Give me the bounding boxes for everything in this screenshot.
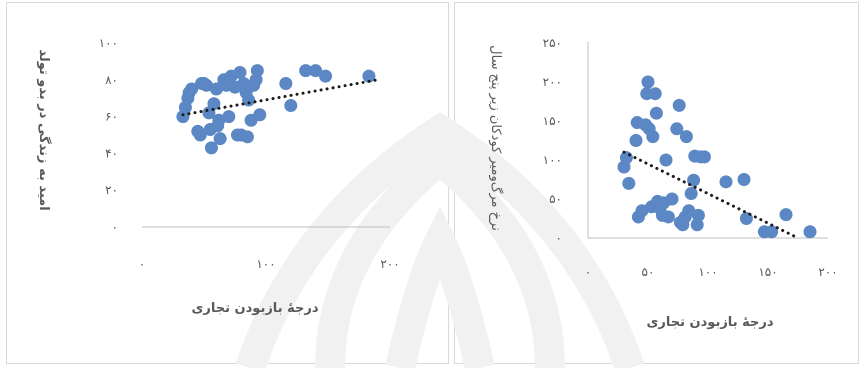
data-point — [253, 108, 267, 122]
data-point — [250, 64, 264, 78]
x-tick-label: ۰ — [139, 257, 145, 271]
data-point — [765, 225, 779, 239]
x-tick-labels: ۰ ۱۰۰ ۲۰۰ — [139, 257, 400, 271]
data-point — [199, 78, 213, 92]
data-point — [213, 132, 227, 146]
data-point — [279, 76, 293, 90]
data-point — [659, 153, 673, 167]
x-tick-label: ۱۵۰ — [758, 265, 777, 279]
data-point — [629, 134, 643, 147]
data-point — [670, 122, 684, 136]
data-point — [207, 97, 221, 111]
data-point — [233, 65, 247, 79]
data-points — [176, 64, 376, 155]
x-tick-label: ۱۰۰ — [698, 265, 717, 279]
data-points — [617, 75, 817, 239]
y-tick-label: ۲۰ — [105, 183, 118, 197]
data-point — [737, 173, 751, 186]
data-point — [319, 69, 333, 83]
y-tick-label: ۲۰۰ — [543, 75, 562, 89]
y-tick-label: ۸۰ — [105, 73, 118, 87]
data-point — [622, 176, 636, 190]
y-tick-label: ۶۰ — [105, 110, 118, 124]
data-point — [719, 175, 733, 189]
data-point — [240, 130, 254, 144]
data-point — [803, 225, 817, 239]
data-point — [665, 192, 679, 206]
y-axis-title-group: نرخ مرگ‌ومیر کودکان زیر پنج سال — [488, 45, 505, 231]
x-axis-title: درجهٔ بازبودن تجاری — [646, 315, 773, 330]
data-point — [697, 150, 711, 164]
x-axis-title: درجهٔ بازبودن تجاری — [191, 301, 318, 316]
x-tick-label: ۰ — [585, 265, 591, 279]
y-tick-label: ۴۰ — [105, 146, 118, 160]
y-axis-title-group: امید به زندگی در بدو تولد — [36, 49, 52, 210]
y-tick-labels: ۰ ۲۰ ۴۰ ۶۰ ۸۰ ۱۰۰ — [99, 36, 118, 234]
y-axis-title: امید به زندگی در بدو تولد — [36, 49, 52, 210]
x-tick-label: ۱۰۰ — [256, 257, 275, 271]
y-tick-label: ۰ — [556, 231, 562, 245]
data-point — [309, 64, 323, 78]
data-point — [684, 187, 698, 201]
y-tick-label: ۱۰۰ — [543, 153, 562, 167]
data-point — [779, 208, 793, 222]
x-tick-label: ۲۰۰ — [380, 257, 399, 271]
data-point — [648, 87, 662, 101]
data-point — [212, 113, 226, 127]
data-point — [193, 128, 207, 142]
data-point — [691, 208, 705, 222]
data-point — [682, 204, 696, 218]
data-point — [299, 64, 313, 78]
y-tick-label: ۲۵۰ — [543, 36, 562, 50]
data-point — [679, 130, 693, 144]
y-tick-label: ۰ — [112, 220, 118, 234]
x-tick-label: ۲۰۰ — [818, 265, 837, 279]
y-tick-labels: ۰ ۵۰ ۱۰۰ ۱۵۰ ۲۰۰ ۲۵۰ — [543, 36, 562, 245]
data-point — [222, 110, 236, 124]
data-point — [649, 106, 663, 120]
data-point — [672, 98, 686, 112]
data-point — [284, 99, 298, 113]
trend-line — [181, 78, 380, 117]
data-point — [362, 69, 376, 83]
data-point — [242, 93, 256, 107]
data-point — [204, 141, 218, 155]
data-point — [641, 75, 655, 89]
y-tick-label: ۵۰ — [549, 192, 562, 206]
data-point — [619, 151, 633, 165]
y-tick-label: ۱۰۰ — [99, 36, 118, 50]
x-tick-labels: ۰ ۵۰ ۱۰۰ ۱۵۰ ۲۰۰ — [585, 265, 838, 279]
data-point — [661, 210, 675, 224]
data-point — [646, 130, 660, 144]
trend-line — [622, 150, 800, 240]
x-tick-label: ۵۰ — [642, 265, 655, 279]
data-point — [209, 82, 223, 96]
y-tick-label: ۱۵۰ — [543, 114, 562, 128]
data-point — [185, 82, 199, 96]
y-axis-title: نرخ مرگ‌ومیر کودکان زیر پنج سال — [488, 45, 505, 231]
